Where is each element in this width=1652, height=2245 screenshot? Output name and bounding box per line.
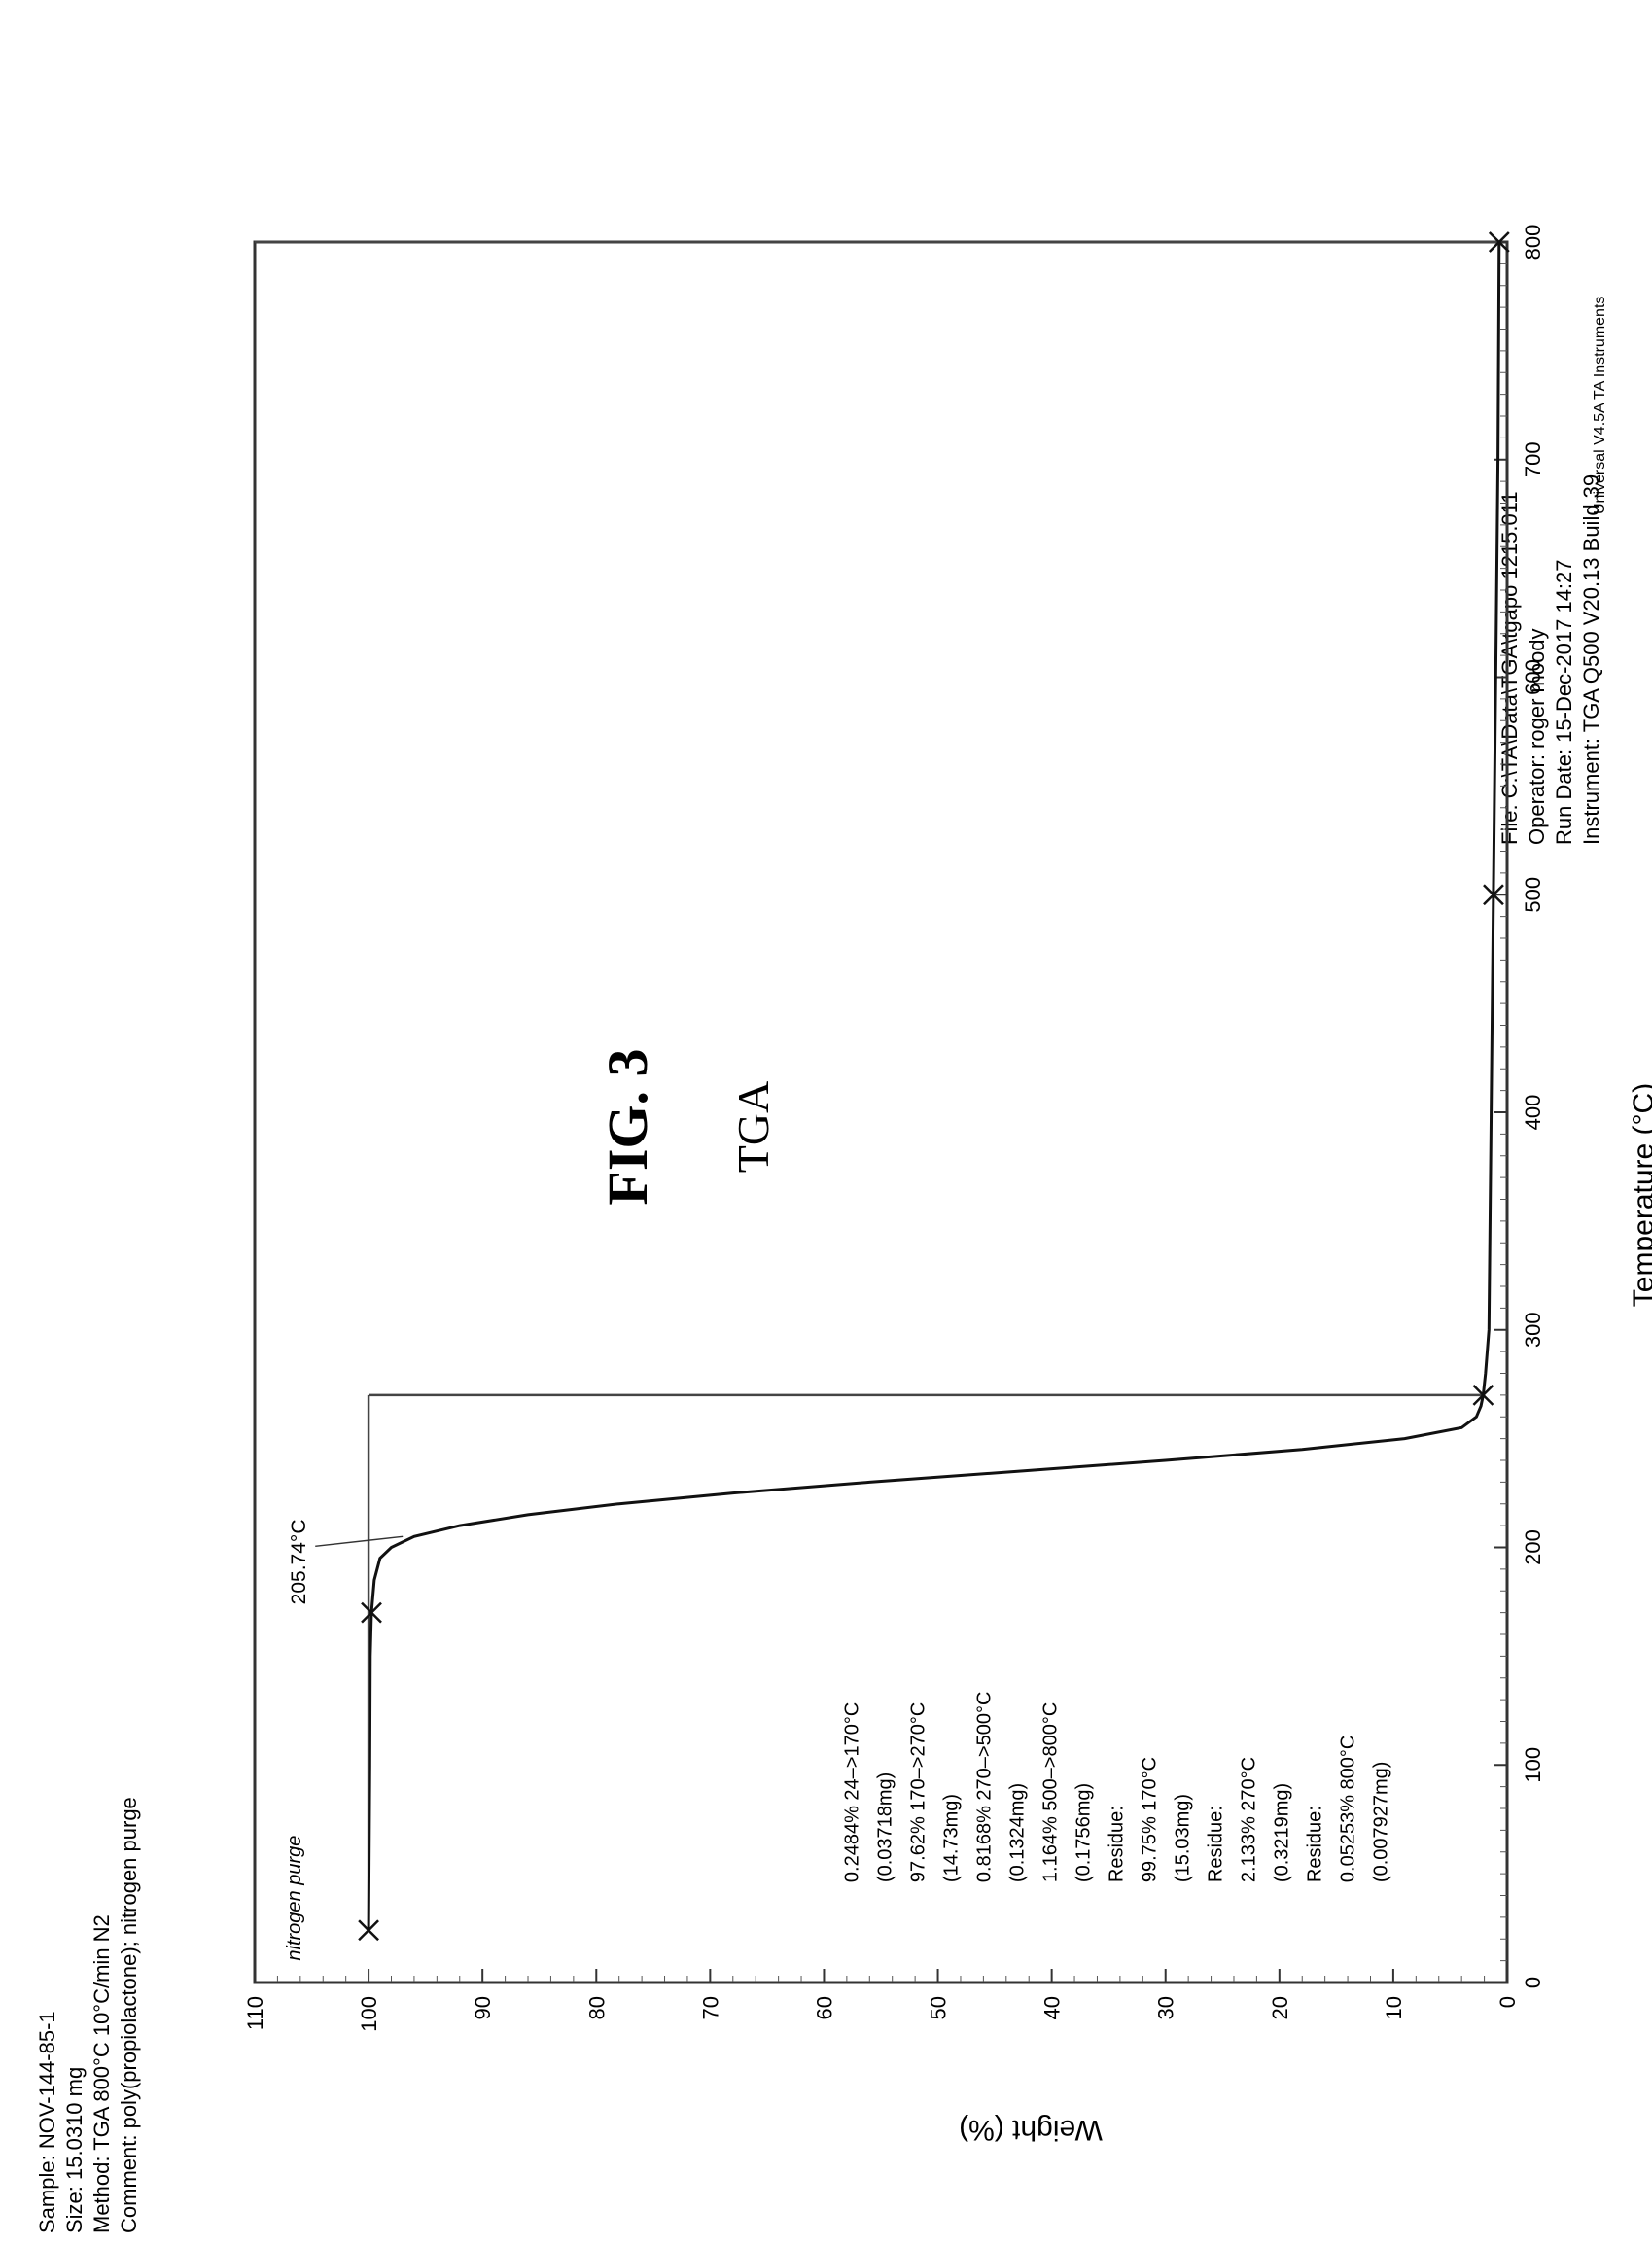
purge-annotation: nitrogen purge <box>284 1836 305 1961</box>
step-annotation: (0.03718mg) <box>875 1772 896 1882</box>
x-tick-label: 600 <box>1521 659 1545 695</box>
y-tick-label: 30 <box>1154 1996 1178 2019</box>
file-line: File: C:\TA\Data\TGA\tgapo 1215.011 <box>1497 491 1522 845</box>
y-tick-label: 20 <box>1268 1996 1292 2019</box>
run-date-line: Run Date: 15-Dec-2017 14:27 <box>1552 559 1576 845</box>
x-tick-label: 100 <box>1521 1747 1545 1783</box>
y-tick-label: 100 <box>357 1996 381 2032</box>
y-axis-title: Weight (%) <box>959 2114 1103 2146</box>
step-annotation: 99.75% 170°C <box>1140 1757 1161 1882</box>
sample-info: Sample: NOV-144-85-1 Size: 15.0310 mg Me… <box>35 1797 141 2233</box>
operator-line: Operator: roger moody <box>1525 628 1549 845</box>
step-annotation: (0.1756mg) <box>1073 1783 1095 1882</box>
x-tick-label: 800 <box>1521 225 1545 261</box>
x-axis-title: Temperature (°C) <box>1628 1083 1652 1307</box>
step-annotation: (15.03mg) <box>1173 1794 1194 1882</box>
y-tick-label: 80 <box>584 1996 609 2019</box>
step-marker <box>1488 231 1510 253</box>
size-line: Size: 15.0310 mg <box>62 2067 87 2233</box>
step-annotation: 97.62% 170–>270°C <box>908 1702 930 1882</box>
step-marker <box>1472 1384 1494 1406</box>
y-tick-label: 60 <box>812 1996 836 2019</box>
x-tick-label: 400 <box>1521 1095 1545 1131</box>
step-annotation: 1.164% 500–>800°C <box>1040 1702 1062 1882</box>
step-annotation: Residue: <box>1206 1806 1227 1882</box>
y-tick-label: 40 <box>1040 1996 1065 2019</box>
y-tick-label: 10 <box>1382 1996 1406 2019</box>
step-marker <box>361 1601 382 1624</box>
step-annotation: (0.007927mg) <box>1371 1762 1392 1883</box>
step-annotation: Residue: <box>1107 1806 1128 1882</box>
plot-frame <box>253 240 1509 1984</box>
step-annotation: (0.1324mg) <box>1007 1783 1029 1882</box>
step-annotation: 0.8168% 270–>500°C <box>974 1692 996 1883</box>
step-annotation: 0.2484% 24–>170°C <box>842 1702 863 1882</box>
figure-subtitle: TGA <box>728 1081 778 1174</box>
step-marker <box>358 1919 379 1942</box>
y-tick-label: 70 <box>698 1996 722 2019</box>
plot-area: 0 100 200 300 400 500 600 700 800 0 10 20 30 40 50 60 70… <box>243 225 1545 2032</box>
method-line: Method: TGA 800°C 10°C/min N2 <box>89 1914 114 2233</box>
tga-curve <box>367 241 1501 1931</box>
y-tick-label: 90 <box>471 1996 495 2019</box>
sample-line: Sample: NOV-144-85-1 <box>35 2011 59 2233</box>
y-tick-label: 110 <box>243 1996 267 2030</box>
step-marker <box>1483 884 1504 906</box>
y-tick-label: 50 <box>927 1996 951 2019</box>
y-tick-label: 0 <box>1495 1996 1520 2008</box>
x-tick-label: 700 <box>1521 441 1545 477</box>
software-credit: Universal V4.5A TA Instruments <box>1592 297 1608 514</box>
step-annotation: (14.73mg) <box>941 1794 963 1882</box>
file-info: File: C:\TA\Data\TGA\tgapo 1215.011 Oper… <box>1497 474 1603 845</box>
step-annotation: Residue: <box>1305 1806 1326 1882</box>
figure-label: FIG. 3 <box>596 1048 659 1205</box>
instrument-line: Instrument: TGA Q500 V20.13 Build 39 <box>1579 474 1603 845</box>
x-tick-label: 300 <box>1521 1312 1545 1348</box>
x-tick-label: 0 <box>1521 1977 1545 1988</box>
step-annotation: 0.05253% 800°C <box>1338 1736 1359 1882</box>
step-annotation: 2.133% 270°C <box>1239 1757 1260 1882</box>
onset-leader <box>315 1535 404 1548</box>
x-tick-label: 200 <box>1521 1529 1545 1565</box>
comment-line: Comment: poly(propiolactone); nitrogen p… <box>117 1797 141 2233</box>
step-annotation: (0.3219mg) <box>1272 1783 1293 1882</box>
x-tick-label: 500 <box>1521 877 1545 913</box>
onset-annotation: 205.74°C <box>288 1520 310 1605</box>
